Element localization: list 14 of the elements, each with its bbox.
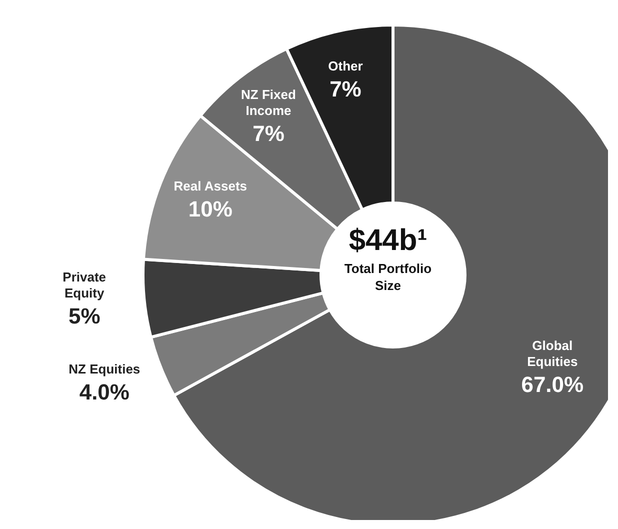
data-label: 10% (188, 196, 232, 222)
slice-label: Real Assets (174, 178, 248, 194)
text: Total Portfolio Size (343, 260, 433, 294)
data-label: 7% (252, 120, 284, 146)
data-label: 5% (68, 304, 100, 329)
text: $44b¹ (348, 223, 428, 259)
slice-label: Other (328, 58, 363, 74)
slice-label: Private Equity (62, 270, 106, 301)
slice-label: NZ Equities (68, 361, 140, 376)
slice-label: Global Equities (527, 338, 578, 370)
slice-label: NZ Fixed Income (241, 86, 296, 118)
data-label: 67.0% (521, 372, 584, 398)
data-label: 7% (330, 76, 362, 102)
data-label: 4.0% (79, 379, 130, 404)
